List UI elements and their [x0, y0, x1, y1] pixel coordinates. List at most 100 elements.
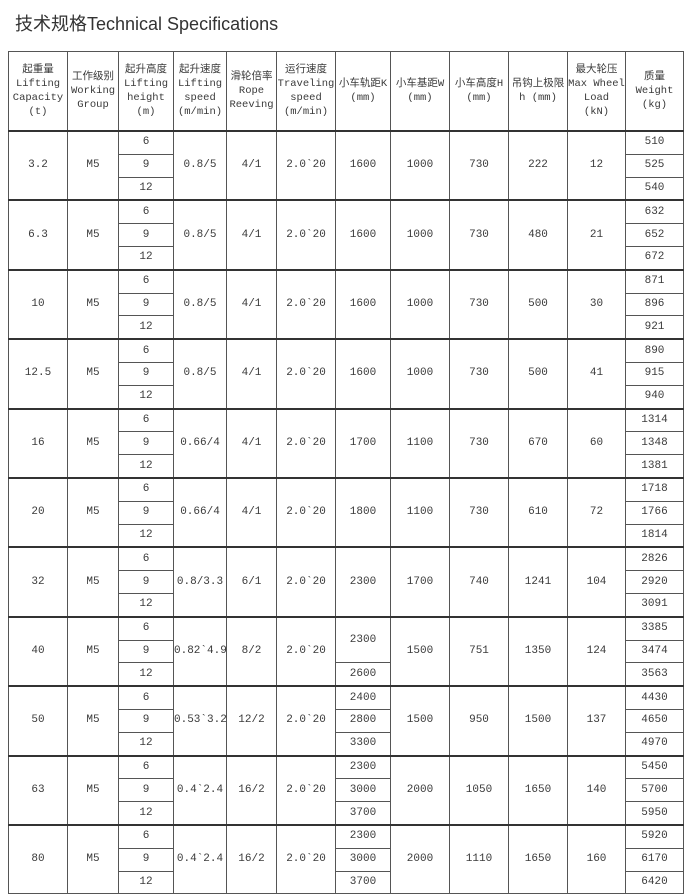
table-row: 20 M5 6 0.66/4 4/1 2.0`20 1800 1100 730 610 72 1718 — [8, 476, 684, 548]
rope-reeving-cell: 16/2 — [226, 754, 277, 826]
wheel-load-cell: 60 — [567, 407, 626, 479]
weight-cell: 4430 — [625, 685, 684, 710]
weight-cell: 3385 — [625, 615, 684, 641]
weight-cell: 3474 — [625, 639, 684, 664]
lifting-height-cell: 12 — [118, 315, 174, 340]
table-row: 32 M5 6 0.8/3.3 6/1 2.0`20 2300 1700 740 1241 104 2… — [8, 546, 684, 618]
rope-reeving-cell: 4/1 — [226, 476, 277, 548]
lifting-speed-cell: 0.8/5 — [173, 199, 227, 271]
capacity-cell: 3.2 — [8, 129, 68, 201]
base-distance-cell: 1000 — [390, 268, 450, 340]
header-line: Group — [77, 99, 109, 111]
traveling-speed-cell: 2.0`20 — [276, 823, 336, 894]
lifting-height-cell: 12 — [118, 523, 174, 548]
hook-limit-cell: 610 — [508, 476, 568, 548]
track-gauge-cell: 2300 — [335, 546, 391, 618]
table-row: 16 M5 6 0.66/4 4/1 2.0`20 1700 1100 730 670 60 1314 — [8, 407, 684, 479]
hook-limit-cell: 1650 — [508, 754, 568, 826]
table-row: 12 940 — [9, 384, 684, 410]
track-gauge-cell: 1700 — [335, 407, 391, 479]
lifting-height-cell: 12 — [118, 870, 174, 894]
header-track-gauge-k: 小车轨距K (mm) — [335, 51, 391, 132]
table-row: 9 2800 4650 — [9, 708, 684, 733]
header-line: (kg) — [641, 99, 668, 111]
table-row: 63 M5 6 0.4`2.4 16/2 2.0`20 2300 2000 1050 1650 14… — [8, 754, 684, 826]
lifting-speed-cell: 0.53`3.2 — [173, 685, 227, 757]
header-line: Weight — [635, 85, 674, 97]
lifting-height-cell: 12 — [118, 245, 174, 271]
lifting-height-cell: 9 — [118, 778, 174, 803]
lifting-height-cell: 6 — [118, 407, 174, 433]
traveling-speed-cell: 2.0`20 — [276, 546, 336, 618]
base-distance-cell: 1000 — [390, 199, 450, 271]
wheel-load-cell: 30 — [567, 268, 626, 340]
table-row: 12 2600 3563 — [9, 662, 684, 687]
header-line: Working — [70, 85, 116, 97]
header-line: (mm) — [350, 92, 376, 104]
working-group-cell: M5 — [67, 476, 119, 548]
lifting-height-cell: 6 — [118, 199, 174, 225]
working-group-cell: M5 — [67, 199, 119, 271]
lifting-height-cell: 9 — [118, 708, 174, 733]
capacity-cell: 50 — [8, 685, 68, 757]
lifting-height-cell: 9 — [118, 223, 174, 247]
header-line: 小车高度H — [454, 78, 504, 90]
weight-cell: 921 — [625, 315, 684, 340]
header-line: (kN) — [583, 106, 610, 118]
lifting-height-cell: 9 — [118, 153, 174, 178]
header-max-wheel-load: 最大轮压 Max Wheel Load (kN) — [567, 51, 626, 132]
rope-reeving-cell: 6/1 — [226, 546, 277, 618]
weight-cell: 871 — [625, 268, 684, 294]
lifting-height-cell: 12 — [118, 662, 174, 687]
weight-cell: 1348 — [625, 431, 684, 456]
capacity-cell: 16 — [8, 407, 68, 479]
rope-reeving-cell: 4/1 — [226, 268, 277, 340]
base-distance-cell: 1000 — [390, 129, 450, 201]
base-distance-cell: 2000 — [390, 754, 450, 826]
weight-cell: 1766 — [625, 500, 684, 525]
weight-cell: 896 — [625, 292, 684, 317]
weight-cell: 1314 — [625, 407, 684, 433]
track-gauge-cell: 1600 — [335, 268, 391, 340]
header-hook-limit-h: 吊钩上极限 h (mm) — [508, 51, 568, 132]
base-distance-cell: 1700 — [390, 546, 450, 618]
header-line: Traveling — [277, 78, 335, 90]
lifting-height-cell: 12 — [118, 801, 174, 826]
header-line: Rope — [238, 85, 265, 97]
lifting-height-cell: 6 — [118, 338, 174, 363]
hook-limit-cell: 1650 — [508, 823, 568, 894]
header-line: Max Wheel — [568, 78, 625, 90]
lifting-height-cell: 9 — [118, 847, 174, 872]
track-gauge-cell: 3000 — [335, 778, 391, 803]
trolley-height-cell: 730 — [449, 407, 509, 479]
rope-reeving-cell: 12/2 — [226, 685, 277, 757]
lifting-speed-cell: 0.66/4 — [173, 407, 227, 479]
traveling-speed-cell: 2.0`20 — [276, 685, 336, 757]
capacity-cell: 63 — [8, 754, 68, 826]
rope-reeving-cell: 4/1 — [226, 199, 277, 271]
weight-cell: 672 — [625, 245, 684, 271]
weight-cell: 6420 — [625, 870, 684, 894]
lifting-height-cell: 9 — [118, 292, 174, 317]
header-base-distance-w: 小车基距W (mm) — [390, 51, 450, 132]
header-line: 小车轨距K — [338, 78, 388, 90]
working-group-cell: M5 — [67, 615, 119, 687]
header-weight: 质量 Weight (kg) — [625, 51, 684, 132]
header-line: 质量 — [644, 71, 665, 83]
trolley-height-cell: 730 — [449, 338, 509, 410]
trolley-height-cell: 730 — [449, 129, 509, 201]
traveling-speed-cell: 2.0`20 — [276, 476, 336, 548]
wheel-load-cell: 21 — [567, 199, 626, 271]
table-row: 10 M5 6 0.8/5 4/1 2.0`20 1600 1000 730 500 30 871 — [8, 268, 684, 340]
header-line: 起升速度 — [179, 64, 221, 76]
lifting-height-cell: 12 — [118, 454, 174, 479]
rope-reeving-cell: 4/1 — [226, 338, 277, 410]
track-gauge-cell: 1800 — [335, 476, 391, 548]
rope-reeving-cell: 8/2 — [226, 615, 277, 687]
weight-cell: 5920 — [625, 823, 684, 849]
weight-cell: 652 — [625, 223, 684, 247]
weight-cell: 4650 — [625, 708, 684, 733]
weight-cell: 1814 — [625, 523, 684, 548]
lifting-height-cell: 6 — [118, 615, 174, 641]
capacity-cell: 20 — [8, 476, 68, 548]
